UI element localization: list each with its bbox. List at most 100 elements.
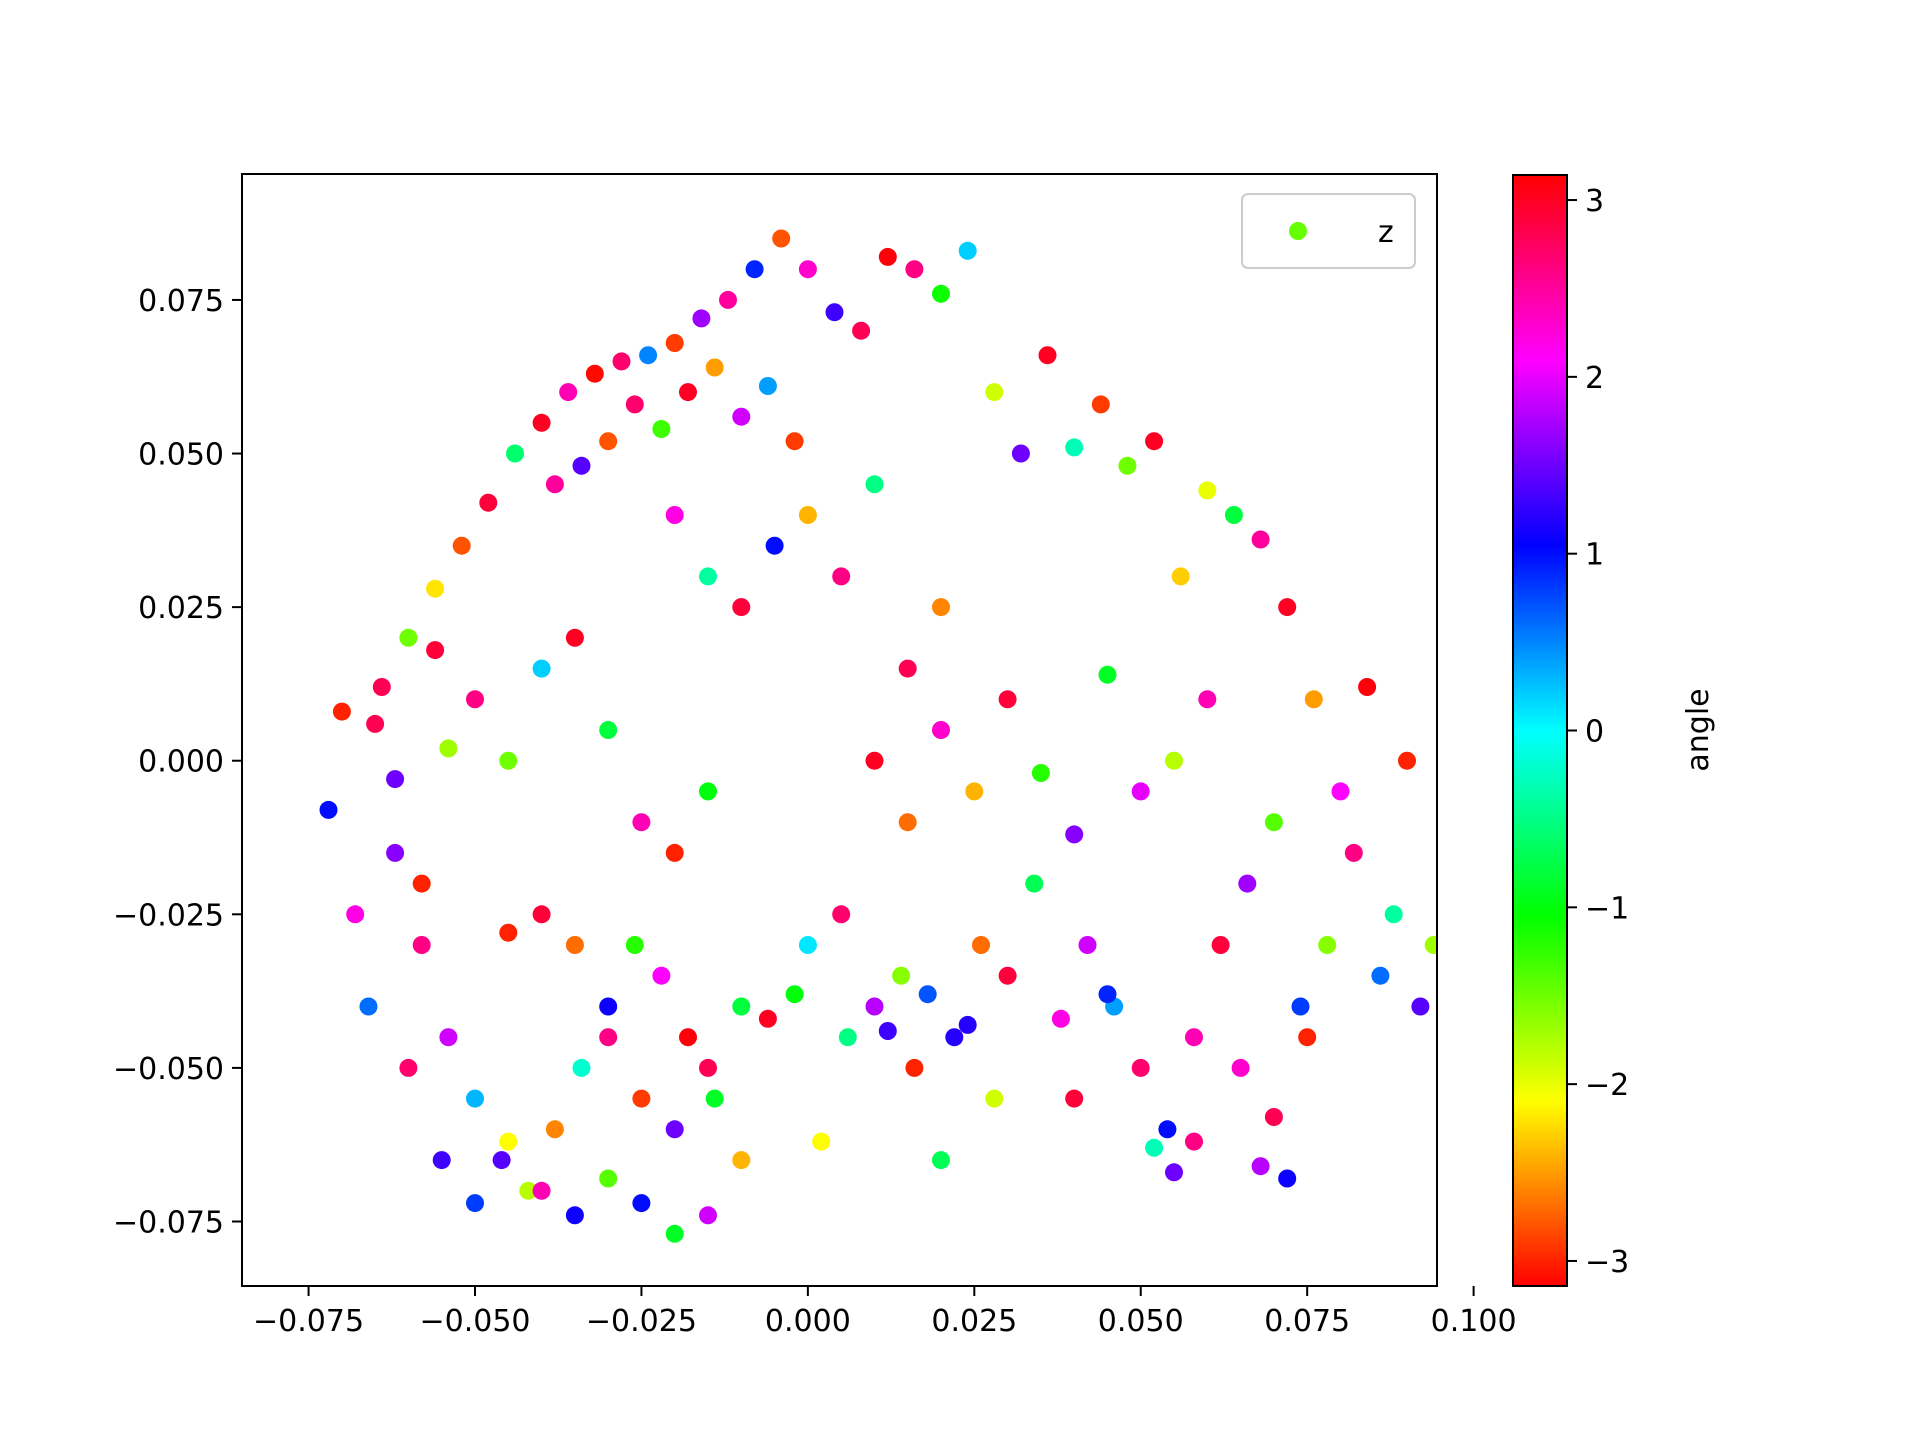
scatter-point bbox=[745, 260, 764, 279]
colorbar-label: angle bbox=[1681, 688, 1716, 771]
scatter-point bbox=[892, 966, 911, 985]
x-axis: −0.075 −0.050 −0.025 0.000 0.025 0.050 0.075 0.… bbox=[253, 1286, 1517, 1339]
scatter-point bbox=[732, 997, 751, 1016]
y-tick-label: 0.050 bbox=[138, 438, 224, 473]
y-tick-label: 0.025 bbox=[138, 591, 224, 626]
scatter-point bbox=[1011, 444, 1030, 463]
scatter-point bbox=[412, 874, 431, 893]
scatter-point bbox=[785, 432, 804, 451]
scatter-point bbox=[639, 346, 658, 365]
scatter-point bbox=[1198, 481, 1217, 500]
colorbar-tick-label: −3 bbox=[1585, 1245, 1629, 1280]
scatter-point bbox=[932, 598, 950, 617]
scatter-point bbox=[492, 1151, 511, 1170]
scatter-point bbox=[1098, 665, 1117, 684]
colorbar-ticks: −3 −2 −1 0 1 2 3 bbox=[1567, 184, 1629, 1280]
scatter-point bbox=[699, 1206, 717, 1225]
scatter-point bbox=[632, 1194, 651, 1213]
scatter-point bbox=[965, 782, 984, 801]
scatter-point bbox=[439, 739, 458, 758]
scatter-point bbox=[765, 536, 784, 555]
colorbar-tick-label: 0 bbox=[1585, 715, 1604, 750]
scatter-point bbox=[1371, 966, 1390, 985]
scatter-point bbox=[1264, 1108, 1283, 1126]
scatter-point bbox=[1411, 997, 1430, 1016]
scatter-point bbox=[1145, 432, 1164, 451]
scatter-point bbox=[632, 813, 651, 832]
plot-frame bbox=[241, 173, 1438, 1287]
scatter-point bbox=[812, 1132, 831, 1151]
scatter-point bbox=[732, 407, 751, 426]
scatter-point bbox=[599, 1169, 618, 1188]
scatter-point bbox=[758, 1009, 777, 1028]
scatter-point bbox=[572, 1058, 591, 1077]
scatter-point bbox=[798, 260, 817, 279]
x-tick-label: 0.100 bbox=[1431, 1304, 1517, 1339]
scatter-point bbox=[359, 997, 378, 1016]
scatter-point bbox=[1098, 985, 1117, 1004]
scatter-point bbox=[1238, 874, 1257, 893]
scatter-point bbox=[499, 923, 518, 942]
scatter-point bbox=[1438, 862, 1456, 880]
scatter-point bbox=[918, 985, 937, 1004]
scatter-point bbox=[1185, 1028, 1203, 1047]
scatter-point bbox=[399, 1058, 418, 1077]
scatter-point bbox=[865, 997, 884, 1016]
colorbar-tick-label: −1 bbox=[1585, 891, 1629, 926]
scatter-point bbox=[386, 770, 405, 789]
scatter-point bbox=[599, 997, 618, 1016]
scatter-point bbox=[479, 493, 498, 512]
scatter-point bbox=[705, 1089, 724, 1108]
scatter-point bbox=[1131, 1058, 1150, 1077]
scatter-point bbox=[825, 303, 844, 322]
scatter-point bbox=[972, 936, 990, 954]
scatter-point bbox=[932, 721, 950, 739]
scatter-point bbox=[998, 966, 1017, 985]
y-tick-label: 0.075 bbox=[138, 284, 224, 319]
y-tick-label: −0.025 bbox=[113, 898, 224, 933]
legend-box bbox=[1241, 193, 1416, 269]
scatter-point bbox=[386, 843, 405, 862]
scatter-point bbox=[652, 966, 671, 985]
x-tick-label: −0.050 bbox=[419, 1304, 530, 1339]
scatter-point bbox=[1398, 751, 1416, 770]
scatter-point bbox=[532, 1181, 551, 1200]
scatter-point bbox=[1038, 346, 1057, 365]
scatter-point bbox=[565, 1206, 584, 1225]
scatter-point bbox=[506, 444, 524, 463]
scatter-point bbox=[399, 628, 418, 647]
scatter-point bbox=[699, 567, 717, 586]
scatter-point bbox=[1158, 1120, 1177, 1139]
scatter-point bbox=[958, 241, 977, 260]
scatter-point bbox=[798, 506, 817, 524]
scatter-point bbox=[878, 247, 897, 266]
scatter-point bbox=[1224, 506, 1243, 524]
x-tick-label: −0.025 bbox=[586, 1304, 697, 1339]
scatter-point bbox=[625, 395, 644, 414]
x-tick-label: 0.025 bbox=[931, 1304, 1017, 1339]
scatter-point bbox=[898, 813, 917, 832]
scatter-points bbox=[319, 229, 1456, 1243]
scatter-point bbox=[1278, 598, 1297, 617]
scatter-point bbox=[1278, 1169, 1297, 1188]
scatter-point bbox=[679, 1028, 697, 1047]
scatter-point bbox=[945, 1028, 964, 1047]
scatter-point bbox=[665, 506, 684, 524]
scatter-point bbox=[1318, 936, 1337, 954]
scatter-point bbox=[932, 1151, 950, 1170]
scatter-point bbox=[985, 383, 1004, 402]
scatter-point bbox=[499, 751, 518, 770]
colorbar-tick-label: 2 bbox=[1585, 361, 1604, 396]
scatter-point bbox=[625, 936, 644, 954]
scatter-point bbox=[572, 456, 591, 475]
scatter-point bbox=[998, 690, 1017, 709]
x-tick-label: −0.075 bbox=[253, 1304, 364, 1339]
scatter-point bbox=[545, 1120, 564, 1139]
y-tick-label: −0.050 bbox=[113, 1052, 224, 1087]
legend-marker bbox=[1289, 222, 1307, 240]
colorbar: −3 −2 −1 0 1 2 3 angle bbox=[1512, 174, 1716, 1287]
scatter-point bbox=[366, 714, 385, 733]
x-tick-label: 0.000 bbox=[765, 1304, 851, 1339]
scatter-point bbox=[1231, 1058, 1250, 1077]
